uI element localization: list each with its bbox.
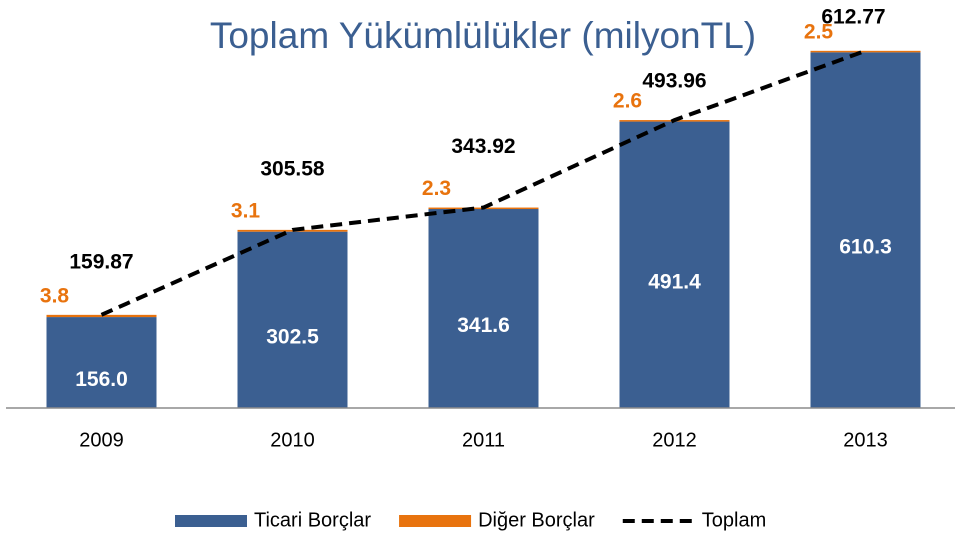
value-label: 2.3 [422, 177, 451, 200]
total-label: 612.77 [821, 6, 885, 29]
bar-segment [46, 314, 157, 318]
bar-segment [237, 231, 348, 408]
legend-swatch [175, 515, 247, 527]
value-label: 610.3 [839, 236, 892, 259]
value-label: 3.1 [231, 199, 261, 222]
bar-segment [428, 208, 539, 408]
legend-swatch [399, 515, 472, 527]
total-label: 159.87 [69, 250, 133, 273]
bar-segment [810, 52, 921, 408]
x-tick-label: 2010 [270, 429, 315, 451]
bar-segment [619, 121, 730, 409]
total-label: 343.92 [451, 135, 515, 158]
value-label: 302.5 [266, 325, 319, 348]
total-label: 493.96 [642, 70, 706, 93]
value-label: 341.6 [457, 314, 510, 337]
x-tick-label: 2011 [462, 429, 505, 451]
value-label: 156.0 [75, 368, 128, 391]
x-tick-label: 2009 [79, 429, 124, 451]
value-label: 3.8 [40, 284, 70, 307]
legend-label: Diğer Borçlar [478, 509, 595, 531]
total-line [100, 48, 867, 317]
bar-segment [237, 229, 348, 232]
bar-segment [810, 50, 921, 53]
chart-title: Toplam Yükümlülükler (milyonTL) [210, 15, 756, 56]
value-label: 2.6 [613, 90, 642, 113]
legend-label: Ticari Borçlar [254, 509, 371, 531]
value-label: 491.4 [648, 270, 701, 293]
bar-segment [46, 317, 157, 408]
x-tick-label: 2012 [652, 429, 697, 451]
total-label: 305.58 [260, 157, 325, 180]
legend-label: Toplam [702, 509, 766, 531]
value-label: 2.5 [804, 20, 834, 43]
x-tick-label: 2013 [843, 429, 888, 451]
